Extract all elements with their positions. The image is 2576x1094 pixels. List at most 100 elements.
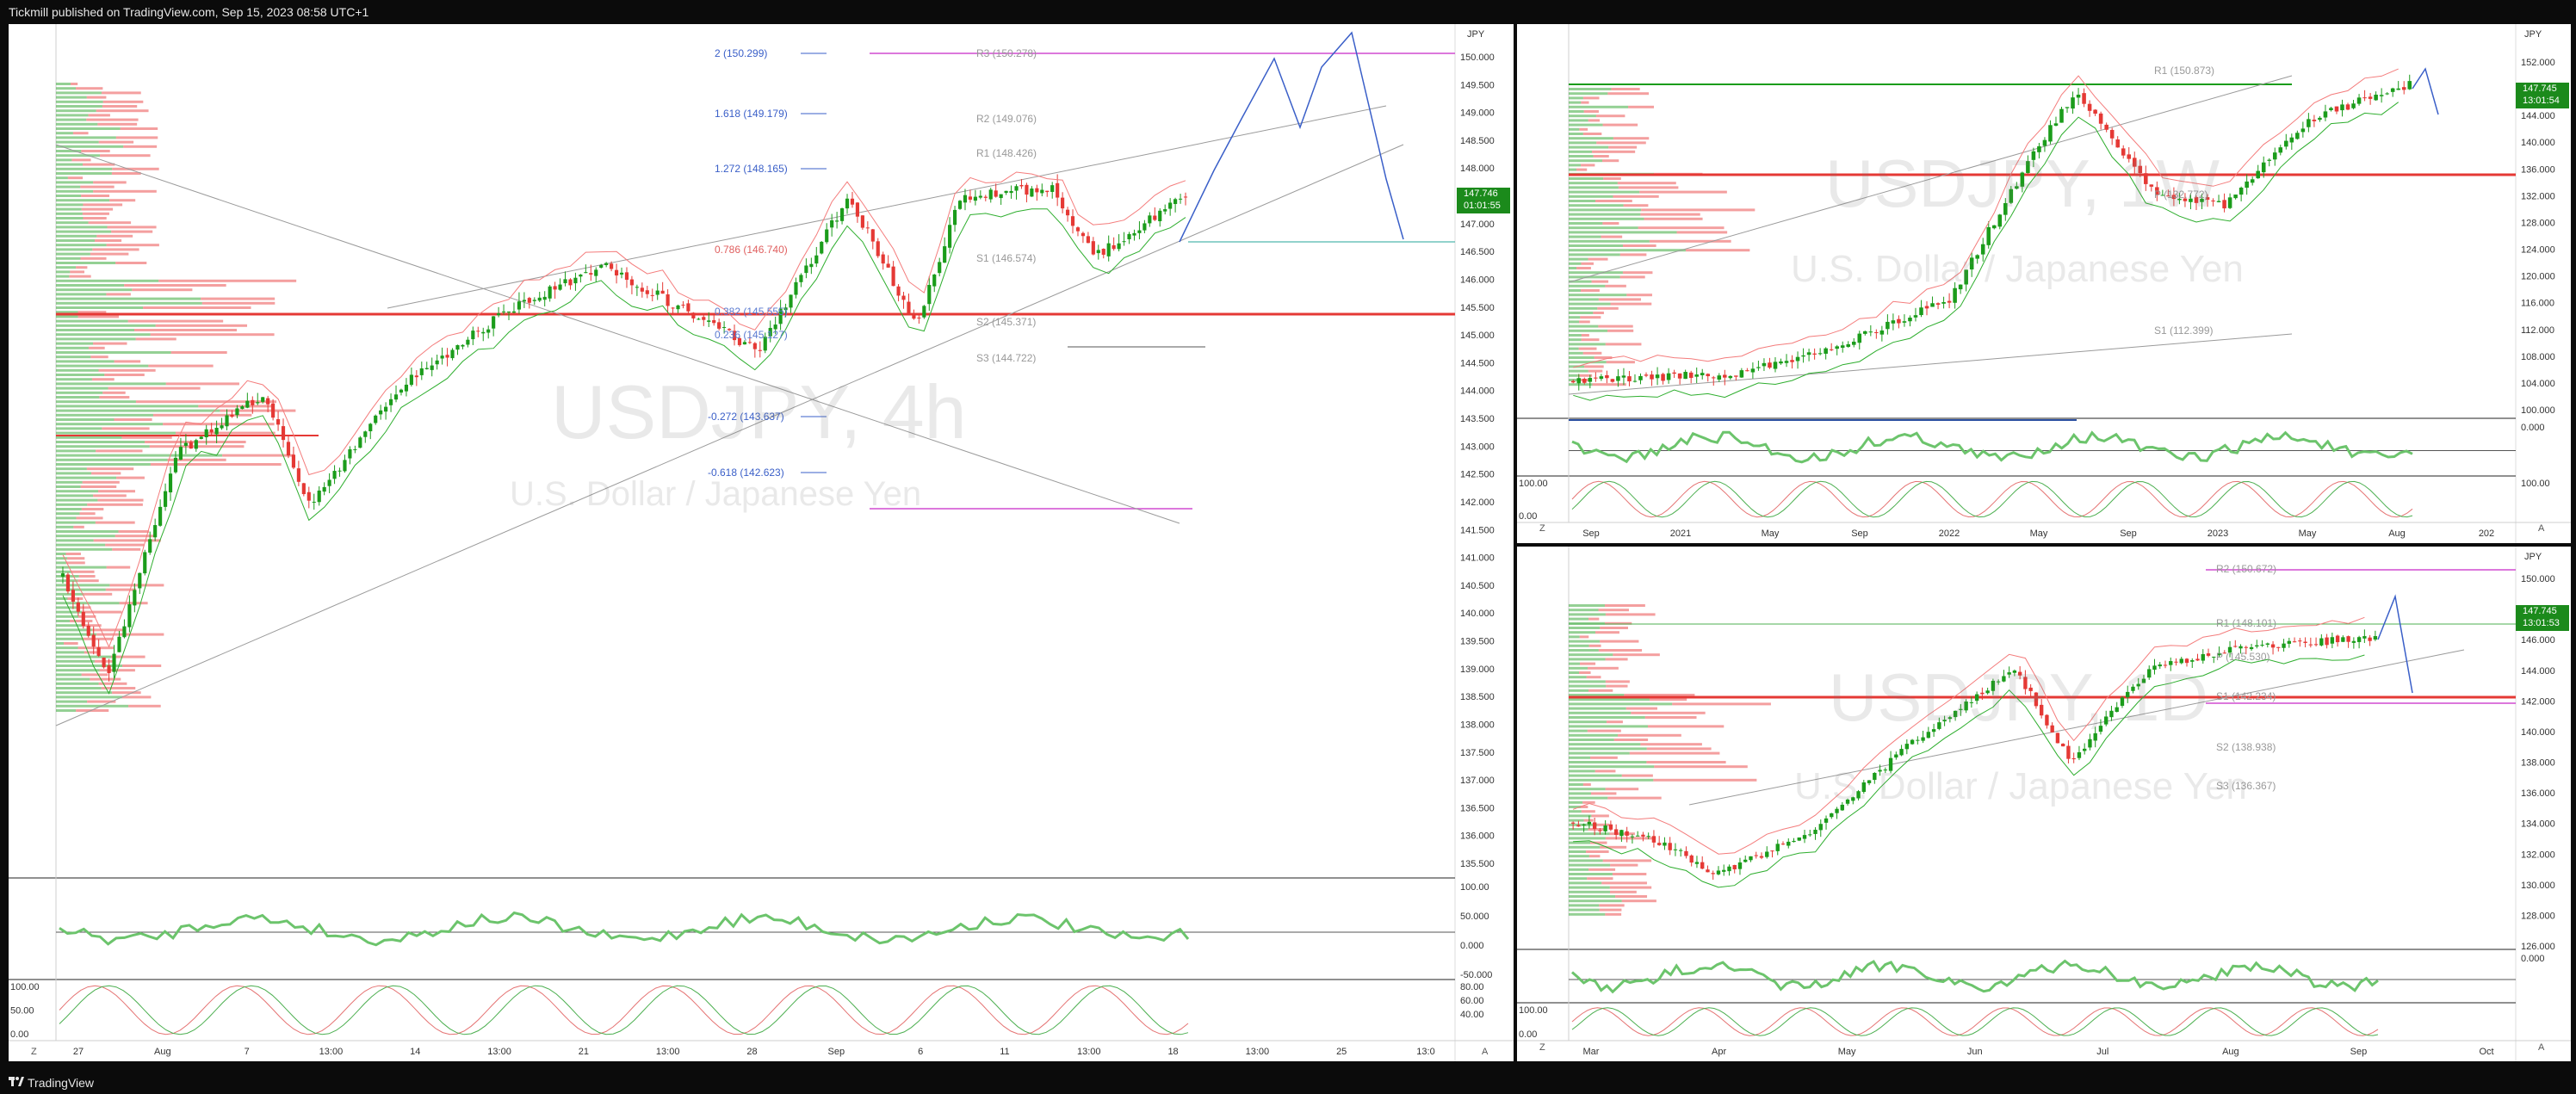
candle-body: [963, 195, 968, 203]
volume-profile-bar-up: [56, 642, 65, 645]
left-corner-left[interactable]: Z: [31, 1047, 37, 1057]
volume-profile-bar-up: [56, 275, 70, 278]
candle-body: [666, 294, 670, 306]
volume-profile-bar-up: [56, 637, 83, 640]
candle-body: [307, 491, 311, 501]
candle-body: [681, 304, 685, 306]
candle-body: [830, 219, 834, 228]
candle-body: [2055, 732, 2060, 744]
right-bottom-chart-panel[interactable]: 150.000148.000146.000144.000142.000140.0…: [1517, 547, 2571, 1061]
volume-profile-bar-down: [1644, 217, 1703, 220]
volume-profile-bar-up: [56, 615, 79, 618]
candle-body: [440, 355, 444, 359]
candle-body: [1996, 681, 2001, 683]
left-chart-canvas[interactable]: 150.000149.500149.000148.500148.000147.5…: [9, 24, 1514, 1061]
left-chart-panel[interactable]: 150.000149.500149.000148.500148.000147.5…: [9, 24, 1514, 1061]
candle-body: [1953, 287, 1957, 303]
volume-profile-bar-up: [1569, 133, 1583, 135]
candle-body: [1891, 320, 1896, 324]
candle-body: [1625, 831, 1629, 836]
volume-profile-bar-up: [56, 279, 159, 282]
candle-body: [707, 320, 711, 322]
volume-profile-bar-down: [86, 118, 139, 121]
volume-profile-bar-down: [1588, 828, 1604, 831]
left-corner-right[interactable]: A: [1482, 1047, 1489, 1057]
volume-profile-bar-down: [91, 378, 115, 381]
candle-body: [1117, 243, 1121, 250]
volume-profile-bar-up: [1569, 778, 1654, 782]
candle-body: [2287, 640, 2292, 644]
volume-profile-bar-up: [56, 163, 83, 166]
candle-body: [1749, 856, 1753, 861]
candle-body: [1942, 720, 1947, 722]
tradingview-logo-icon[interactable]: [9, 1075, 24, 1087]
right-bottom-chart-canvas[interactable]: 150.000148.000146.000144.000142.000140.0…: [1517, 547, 2571, 1061]
volume-profile-bar-up: [56, 535, 115, 538]
candle-body: [1732, 864, 1737, 869]
candle-body: [2037, 145, 2041, 152]
candle-body: [747, 342, 752, 343]
candle-body: [65, 574, 71, 592]
candle-body: [2267, 159, 2272, 161]
candle-body: [2356, 97, 2362, 104]
volume-profile-bar-up: [1569, 244, 1623, 247]
volume-profile-bar-up: [56, 288, 133, 292]
candle-body: [2087, 103, 2092, 111]
candle-body: [1644, 374, 1649, 376]
candle-body: [768, 327, 772, 337]
y-tick-label: 116.000: [2521, 299, 2554, 309]
candle-body: [2289, 137, 2294, 143]
volume-profile-bar-up: [1569, 88, 1612, 90]
candle-body: [2205, 197, 2210, 201]
y-tick-label: 150.000: [1460, 53, 1495, 63]
candle-body: [1830, 813, 1834, 818]
candle-body: [1846, 343, 1851, 347]
volume-profile-bar-up: [56, 221, 89, 225]
rt-corner-left[interactable]: Z: [1539, 523, 1545, 534]
volume-profile-bar-down: [1641, 208, 1756, 212]
pivot-level-label: S3 (136.367): [2216, 780, 2276, 792]
x-tick-label: Jul: [2096, 1047, 2108, 1057]
candle-body: [763, 337, 767, 351]
candle-body: [1737, 862, 1743, 869]
y-tick-label: 100.000: [2521, 405, 2555, 416]
volume-profile-bar-down: [1590, 841, 1607, 844]
pivot-level-label: R2 (149.076): [976, 113, 1037, 125]
candle-body: [1666, 373, 1671, 380]
volume-profile-bar-up: [1569, 604, 1605, 607]
y-tick-label: 148.500: [1460, 136, 1495, 146]
volume-profile-bar-down: [80, 185, 115, 189]
volume-profile-bar-down: [1582, 96, 1600, 100]
y-tick-label: 138.500: [1460, 692, 1495, 702]
left-price-tag: 147.746 01:01:55: [1457, 188, 1510, 213]
candle-body: [2212, 656, 2216, 658]
rt-corner-right[interactable]: A: [2538, 523, 2545, 534]
volume-profile-bar-down: [163, 423, 275, 426]
volume-profile-bar-up: [1569, 141, 1597, 145]
tradingview-brand[interactable]: TradingView: [28, 1076, 95, 1090]
candle-body: [809, 263, 814, 268]
volume-profile-bar-down: [1613, 195, 1659, 198]
volume-profile-bar-down: [1618, 186, 1679, 189]
right-top-chart-panel[interactable]: 152.000148.000144.000140.000136.000132.0…: [1517, 24, 2571, 543]
candle-body: [312, 501, 316, 503]
candle-body: [1824, 348, 1828, 354]
rb-corner-right[interactable]: A: [2538, 1042, 2545, 1053]
right-top-chart-canvas[interactable]: 152.000148.000144.000140.000136.000132.0…: [1517, 24, 2571, 543]
candle-body: [2059, 108, 2064, 123]
candle-body: [2184, 658, 2189, 664]
volume-profile-bar-up: [1569, 806, 1581, 808]
candle-body: [183, 442, 188, 446]
candle-body: [2300, 128, 2306, 133]
rb-corner-left[interactable]: Z: [1539, 1042, 1545, 1053]
y-tick-label: 150.000: [2521, 574, 2555, 584]
volume-profile-bar-down: [1607, 329, 1634, 332]
candle-body: [1663, 842, 1667, 846]
volume-profile-bar-down: [1619, 253, 1647, 257]
candle-body: [2200, 198, 2204, 202]
candle-body: [548, 286, 552, 299]
volume-profile-bar-down: [1676, 231, 1728, 234]
candle-body: [2216, 201, 2221, 202]
volume-profile-bar-down: [1625, 707, 1657, 710]
volume-profile-bar-up: [1569, 908, 1600, 912]
